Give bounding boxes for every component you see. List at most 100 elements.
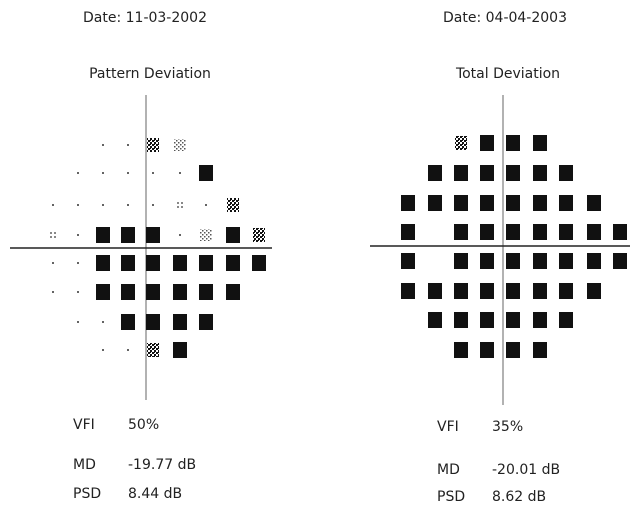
symbol-square (173, 342, 187, 358)
symbol-square (480, 283, 494, 299)
symbol-square (454, 253, 468, 269)
symbol-square (480, 135, 494, 151)
index-label: PSD (73, 486, 101, 502)
index-value: 8.44 dB (128, 486, 182, 502)
symbol-square (506, 253, 520, 269)
symbol-dots (54, 236, 56, 238)
symbol-square (226, 227, 240, 243)
symbol-square (480, 342, 494, 358)
symbol-square (454, 224, 468, 240)
index-label: MD (73, 457, 96, 473)
symbol-square (533, 165, 547, 181)
symbol-dot (127, 349, 129, 351)
symbol-square (587, 224, 601, 240)
symbol-square (559, 283, 573, 299)
symbol-square (146, 284, 160, 300)
symbol-square (533, 312, 547, 328)
symbol-square (428, 283, 442, 299)
index-value: 35% (492, 419, 523, 435)
index-value: -20.01 dB (492, 462, 560, 478)
symbol-square (199, 314, 213, 330)
symbol-dot (102, 144, 104, 146)
symbol-dot (77, 291, 79, 293)
symbol-dots (50, 232, 52, 234)
index-label: VFI (437, 419, 459, 435)
symbol-dots (181, 206, 183, 208)
symbol-square (559, 253, 573, 269)
symbol-square (121, 227, 135, 243)
symbol-square (173, 314, 187, 330)
symbol-square (587, 253, 601, 269)
symbol-square (146, 314, 160, 330)
symbol-square (506, 342, 520, 358)
date: Date: 11-03-2002 (83, 10, 207, 26)
symbol-square (199, 165, 213, 181)
symbol-dots (177, 202, 179, 204)
symbol-dots (54, 232, 56, 234)
symbol-square (533, 283, 547, 299)
symbol-square (454, 312, 468, 328)
symbol-dot (77, 204, 79, 206)
symbol-dot (102, 321, 104, 323)
symbol-square (559, 165, 573, 181)
symbol-dot (77, 321, 79, 323)
symbol-square (480, 312, 494, 328)
symbol-dot (152, 204, 154, 206)
symbol-square (121, 255, 135, 271)
symbol-dots (50, 236, 52, 238)
index-value: 50% (128, 417, 159, 433)
symbol-dense (147, 343, 159, 357)
symbol-square (533, 195, 547, 211)
symbol-dot (102, 349, 104, 351)
index-label: MD (437, 462, 460, 478)
symbol-square (428, 195, 442, 211)
symbol-square (533, 224, 547, 240)
symbol-dense (455, 136, 467, 150)
symbol-square (454, 195, 468, 211)
symbol-square (559, 312, 573, 328)
symbol-dot (127, 204, 129, 206)
symbol-square (480, 224, 494, 240)
symbol-square (401, 195, 415, 211)
symbol-square (428, 312, 442, 328)
symbol-square (506, 224, 520, 240)
symbol-square (454, 165, 468, 181)
symbol-square (401, 224, 415, 240)
symbol-square (96, 255, 110, 271)
symbol-square (506, 283, 520, 299)
symbol-square (96, 227, 110, 243)
symbol-square (506, 312, 520, 328)
symbol-square (559, 224, 573, 240)
symbol-square (96, 284, 110, 300)
symbol-square (146, 227, 160, 243)
symbol-dense (253, 228, 265, 242)
symbol-dot (179, 234, 181, 236)
symbol-square (173, 284, 187, 300)
symbol-dot (52, 291, 54, 293)
symbol-square (613, 253, 627, 269)
symbol-dot (52, 204, 54, 206)
symbol-square (613, 224, 627, 240)
symbol-light (200, 229, 212, 241)
symbol-square (559, 195, 573, 211)
symbol-dot (205, 204, 207, 206)
index-label: PSD (437, 489, 465, 505)
symbol-square (506, 135, 520, 151)
date: Date: 04-04-2003 (443, 10, 567, 26)
panel-title: Pattern Deviation (89, 66, 211, 82)
symbol-square (199, 284, 213, 300)
symbol-square (121, 314, 135, 330)
symbol-dot (52, 262, 54, 264)
symbol-dot (179, 172, 181, 174)
panel-title: Total Deviation (455, 66, 560, 82)
symbol-square (454, 283, 468, 299)
symbol-dot (77, 262, 79, 264)
symbol-square (587, 195, 601, 211)
symbol-dots (181, 202, 183, 204)
symbol-square (480, 165, 494, 181)
symbol-dense (227, 198, 239, 212)
symbol-dot (152, 172, 154, 174)
index-value: 8.62 dB (492, 489, 546, 505)
